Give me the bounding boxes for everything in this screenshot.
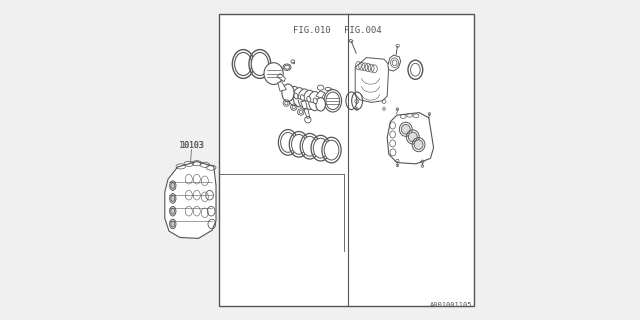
Polygon shape: [278, 82, 287, 91]
Ellipse shape: [300, 95, 305, 100]
Ellipse shape: [282, 84, 294, 102]
Ellipse shape: [252, 52, 269, 76]
Ellipse shape: [288, 86, 301, 106]
Ellipse shape: [170, 181, 176, 190]
Polygon shape: [277, 74, 285, 82]
Text: FIG.004: FIG.004: [344, 26, 382, 35]
Ellipse shape: [401, 124, 410, 134]
Polygon shape: [388, 55, 401, 71]
Ellipse shape: [170, 219, 176, 229]
Ellipse shape: [170, 194, 176, 203]
Ellipse shape: [316, 98, 326, 111]
Ellipse shape: [170, 206, 176, 216]
Ellipse shape: [303, 90, 316, 109]
Polygon shape: [165, 162, 216, 238]
Ellipse shape: [294, 93, 298, 99]
Ellipse shape: [313, 98, 317, 104]
Ellipse shape: [280, 132, 296, 152]
Ellipse shape: [408, 132, 417, 142]
Text: FIG.010: FIG.010: [293, 26, 331, 35]
Ellipse shape: [292, 134, 307, 154]
Ellipse shape: [314, 138, 328, 158]
Ellipse shape: [264, 63, 284, 84]
Polygon shape: [355, 58, 388, 102]
Ellipse shape: [235, 52, 252, 76]
Ellipse shape: [298, 89, 311, 108]
Text: 10103: 10103: [180, 141, 203, 150]
Ellipse shape: [293, 88, 306, 107]
Ellipse shape: [324, 90, 342, 112]
Polygon shape: [316, 91, 325, 98]
Ellipse shape: [308, 92, 321, 111]
Text: 10103: 10103: [179, 141, 204, 150]
Polygon shape: [304, 109, 310, 118]
Ellipse shape: [307, 96, 311, 102]
Ellipse shape: [302, 136, 317, 156]
Ellipse shape: [414, 140, 423, 149]
Bar: [219, 14, 474, 306]
Ellipse shape: [324, 140, 339, 160]
Polygon shape: [387, 113, 434, 164]
Text: A001001105: A001001105: [429, 302, 472, 308]
Polygon shape: [301, 101, 307, 109]
